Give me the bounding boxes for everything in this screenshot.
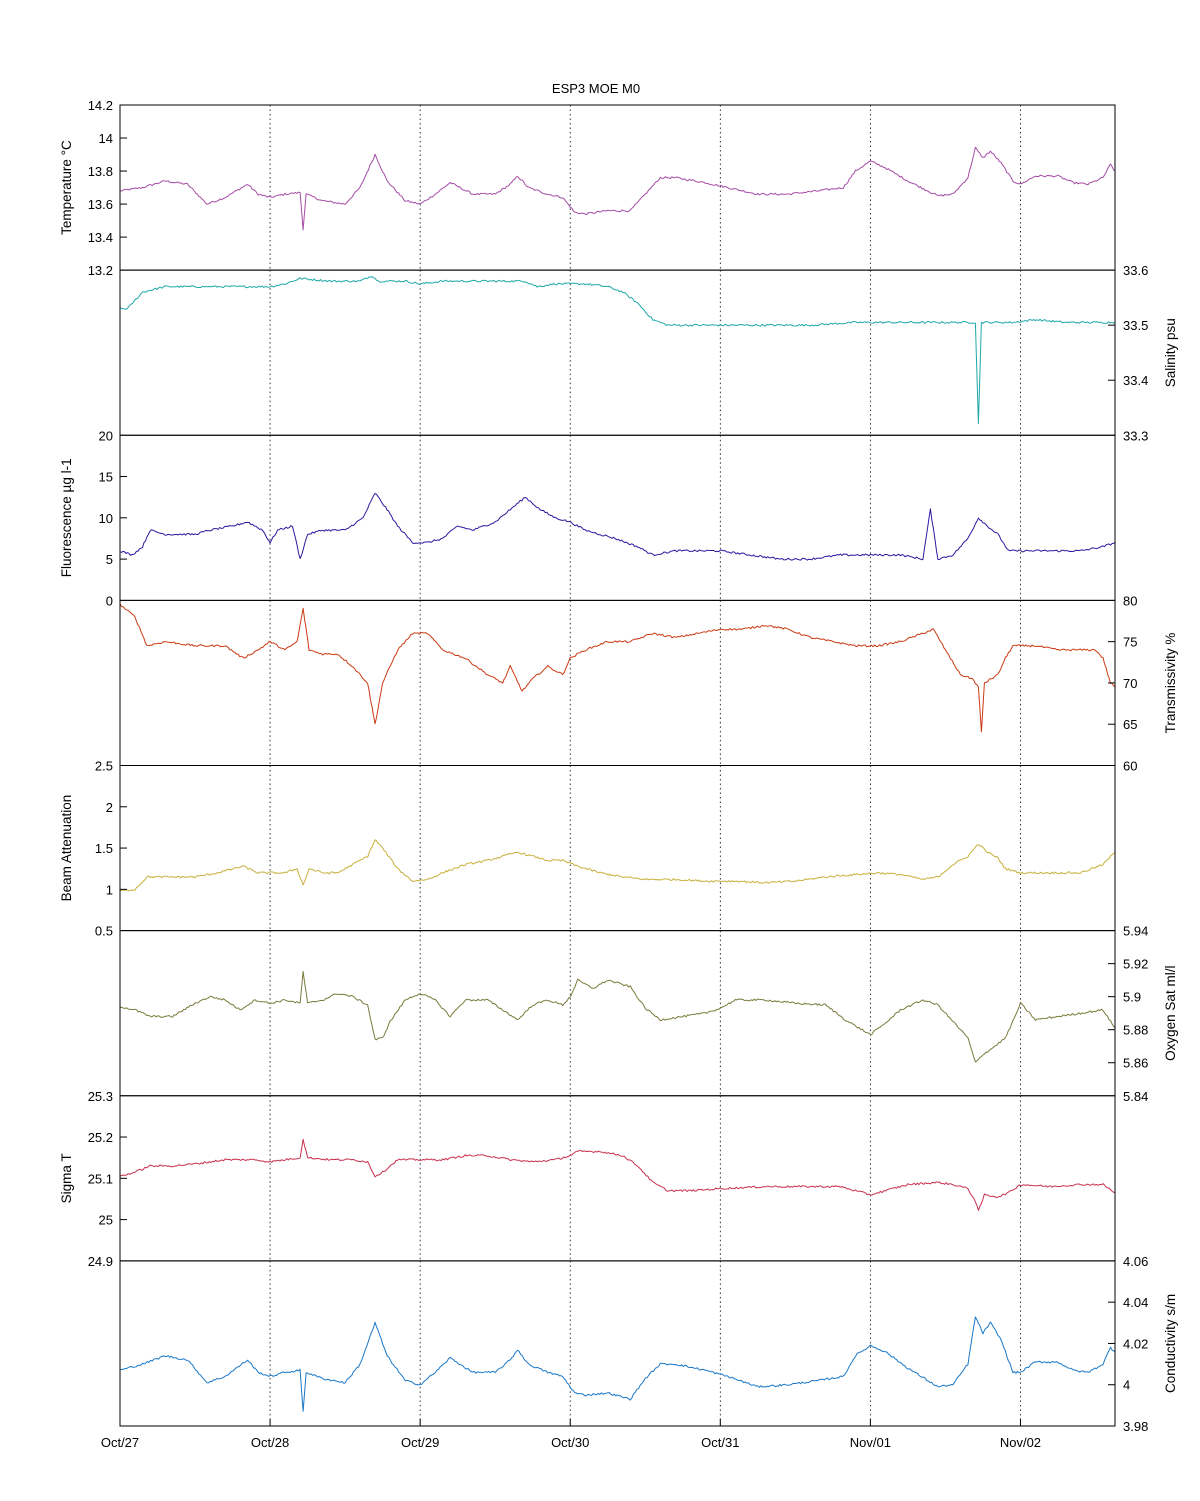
y-tick-label: 14 — [99, 131, 113, 146]
series-line-salinity — [119, 276, 1116, 425]
x-axis: Oct/27 Oct/28 Oct/29 Oct/30 Oct/31 Nov/01 Nov/… — [101, 1419, 1041, 1450]
x-tick-label: Nov/02 — [1000, 1435, 1041, 1450]
chart-title: ESP3 MOE M0 — [552, 81, 640, 96]
y-tick-label: 0 — [106, 593, 113, 608]
panel-oxygen-sat: 5.94 5.92 5.9 5.88 5.86 5.84 Oxygen Sat ml/l — [119, 924, 1178, 1104]
x-tick-label: Oct/30 — [551, 1435, 589, 1450]
y-tick-label: 1 — [106, 882, 113, 897]
y-tick-label: 20 — [99, 428, 113, 443]
y-tick-label: 33.4 — [1123, 373, 1148, 388]
y-tick-label: 33.6 — [1123, 263, 1148, 278]
y-tick-label: 5.86 — [1123, 1056, 1148, 1071]
y-tick-label: 4.02 — [1123, 1336, 1148, 1351]
series-line-beam-attenuation — [119, 839, 1116, 892]
panel-beam-attenuation: 2.5 2 1.5 1 0.5 Beam Attenuation — [59, 759, 1116, 939]
y-tick-label: 13.6 — [88, 197, 113, 212]
y-tick-label: 14.2 — [88, 98, 113, 113]
y-tick-label: 2.5 — [95, 759, 113, 774]
y-tick-label: 5.88 — [1123, 1023, 1148, 1038]
y-tick-label: 2 — [106, 800, 113, 815]
panel-conductivity: 4.06 4.04 4.02 4 3.98 Conductivity s/m — [119, 1254, 1178, 1434]
y-axis-label: Fluorescence µg l-1 — [59, 458, 74, 577]
series-line-temperature — [119, 146, 1116, 231]
y-axis-label: Conductivity s/m — [1163, 1294, 1178, 1393]
y-tick-label: 4 — [1123, 1378, 1130, 1393]
y-tick-label: 75 — [1123, 635, 1137, 650]
y-tick-label: 65 — [1123, 717, 1137, 732]
x-tick-label: Oct/27 — [101, 1435, 139, 1450]
series-line-oxygen-sat — [119, 970, 1116, 1063]
y-tick-label: 13.8 — [88, 164, 113, 179]
y-tick-label: 13.4 — [88, 230, 113, 245]
y-axis-label: Oxygen Sat ml/l — [1163, 966, 1178, 1061]
y-tick-label: 60 — [1123, 759, 1137, 774]
panel-sigma-t: 25.3 25.2 25.1 25 24.9 Sigma T — [59, 1089, 1116, 1269]
x-tick-label: Oct/29 — [401, 1435, 439, 1450]
y-tick-label: 4.06 — [1123, 1254, 1148, 1269]
y-axis-label: Temperature °C — [59, 140, 74, 235]
series-line-transmissivity — [119, 603, 1116, 733]
y-tick-label: 1.5 — [95, 841, 113, 856]
series-line-fluorescence — [119, 492, 1116, 561]
y-tick-label: 24.9 — [88, 1254, 113, 1269]
y-tick-label: 70 — [1123, 676, 1137, 691]
y-tick-label: 25.2 — [88, 1130, 113, 1145]
y-tick-label: 5.94 — [1123, 924, 1148, 939]
y-tick-label: 5.9 — [1123, 990, 1141, 1005]
y-tick-label: 80 — [1123, 593, 1137, 608]
y-tick-label: 10 — [99, 511, 113, 526]
y-tick-label: 25.3 — [88, 1089, 113, 1104]
y-tick-label: 0.5 — [95, 924, 113, 939]
y-axis-label: Sigma T — [59, 1153, 74, 1203]
y-tick-label: 15 — [99, 470, 113, 485]
y-tick-label: 5.84 — [1123, 1089, 1148, 1104]
y-tick-label: 25 — [99, 1213, 113, 1228]
y-tick-label: 33.5 — [1123, 318, 1148, 333]
series-line-sigma-t — [119, 1138, 1116, 1211]
y-tick-label: 4.04 — [1123, 1295, 1148, 1310]
y-axis-label: Transmissivity % — [1163, 633, 1178, 734]
x-tick-label: Oct/28 — [251, 1435, 289, 1450]
x-tick-label: Oct/31 — [701, 1435, 739, 1450]
y-tick-label: 33.3 — [1123, 428, 1148, 443]
y-axis-label: Beam Attenuation — [59, 795, 74, 902]
y-tick-label: 5 — [106, 552, 113, 567]
y-tick-label: 3.98 — [1123, 1419, 1148, 1434]
y-tick-label: 25.1 — [88, 1171, 113, 1186]
series-line-conductivity — [119, 1316, 1116, 1412]
x-tick-label: Nov/01 — [850, 1435, 891, 1450]
y-axis-label: Salinity psu — [1163, 318, 1178, 387]
y-tick-label: 5.92 — [1123, 957, 1148, 972]
y-tick-label: 13.2 — [88, 263, 113, 278]
panel-temperature: 14.2 14 13.8 13.6 13.4 13.2 Temperature °C — [59, 98, 1116, 278]
